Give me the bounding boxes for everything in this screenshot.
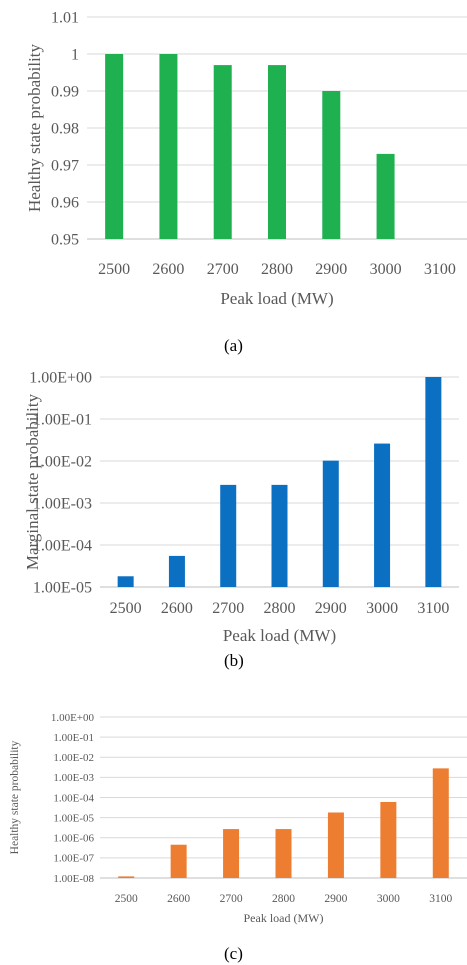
bar-2700: [213, 65, 232, 239]
bar-3100: [432, 768, 449, 878]
x-axis-title: Peak load (MW): [244, 911, 324, 925]
y-tick-label: 1.00E-01: [33, 412, 92, 429]
bar-2900: [322, 460, 339, 587]
y-tick-label: 0.98: [51, 121, 79, 138]
x-tick-label: 2500: [98, 261, 130, 278]
bar-2800: [271, 484, 288, 587]
x-tick-label: 2900: [315, 600, 347, 617]
bar-3100: [425, 377, 442, 587]
x-axis-title: Peak load (MW): [220, 289, 333, 308]
x-tick-label: 2700: [212, 600, 244, 617]
panel-label-a: (a): [224, 336, 243, 355]
bar-2900: [322, 91, 341, 239]
y-tick-label: 1.00E-03: [33, 496, 92, 513]
y-tick-label: 0.97: [51, 158, 79, 175]
y-tick-label: 1.01: [51, 10, 79, 27]
chart-a: 0.95 0.96 0.97 0.98 0.99 1 1.01 2500 2600 2700 280…: [25, 10, 467, 308]
x-tick-label: 2700: [207, 261, 239, 278]
x-tick-label: 3100: [429, 893, 452, 905]
y-tick-label: 1.00E-08: [53, 873, 94, 885]
x-tick-label: 2600: [161, 600, 193, 617]
y-tick-label: 1.00E-04: [53, 792, 94, 804]
y-tick-label: 1.00E-03: [53, 772, 94, 784]
bar-3000: [374, 443, 391, 587]
y-tick-label: 1.00E+00: [51, 712, 95, 724]
bar-2600: [170, 844, 187, 878]
x-tick-label: 2900: [324, 893, 347, 905]
x-tick-label: 2800: [264, 600, 296, 617]
bar-2500: [105, 54, 124, 239]
x-tick-label: 2800: [272, 893, 295, 905]
x-axis-title: Peak load (MW): [223, 626, 336, 645]
bar-3000: [380, 801, 397, 878]
bar-2700: [220, 484, 237, 587]
bar-2800: [275, 829, 292, 878]
x-tick-label: 3100: [424, 261, 456, 278]
bar-2900: [327, 812, 344, 878]
y-axis-title: Marginal state probability: [23, 393, 42, 570]
bar-2800: [268, 65, 286, 239]
panel-label-c: (c): [224, 944, 243, 963]
x-tick-label: 2600: [152, 261, 184, 278]
y-tick-label: 1.00E-01: [53, 732, 94, 744]
bar-3000: [376, 153, 395, 239]
y-tick-label: 1.00E-02: [33, 454, 92, 471]
y-axis-title: Healthy state probability: [25, 43, 44, 212]
y-tick-label: 1.00E-05: [33, 580, 92, 597]
bar-2600: [159, 54, 178, 239]
y-tick-label: 1.00E-07: [53, 853, 94, 865]
y-tick-label: 1: [71, 47, 79, 64]
x-tick-label: 3000: [366, 600, 398, 617]
panel-label-b: (b): [224, 651, 244, 670]
x-tick-label: 3100: [417, 600, 449, 617]
y-tick-label: 1.00E-05: [53, 812, 94, 824]
y-tick-label: 0.95: [51, 232, 79, 249]
y-tick-label: 1.00E+00: [29, 370, 92, 387]
chart-c: 1.00E-08 1.00E-07 1.00E-06 1.00E-05 1.00E-04…: [9, 712, 467, 925]
x-tick-label: 3000: [370, 261, 402, 278]
bar-2500: [118, 876, 135, 878]
x-tick-label: 2700: [220, 893, 243, 905]
x-tick-label: 2900: [315, 261, 347, 278]
y-tick-label: 1.00E-02: [53, 752, 94, 764]
y-tick-label: 0.99: [51, 84, 79, 101]
y-tick-label: 1.00E-06: [53, 833, 94, 845]
bar-2500: [117, 576, 134, 587]
y-axis-title: Healthy state probability: [9, 740, 21, 854]
x-tick-label: 3000: [377, 893, 400, 905]
x-tick-label: 2600: [167, 893, 190, 905]
y-tick-label: 0.96: [51, 195, 79, 212]
bar-2600: [168, 555, 185, 587]
x-tick-label: 2800: [261, 261, 293, 278]
x-tick-label: 2500: [115, 893, 138, 905]
x-tick-label: 2500: [110, 600, 142, 617]
y-tick-label: 1.00E-04: [33, 538, 92, 555]
bar-2700: [223, 829, 240, 878]
chart-b: 1.00E-05 1.00E-04 1.00E-03 1.00E-02 1.00E-01…: [23, 370, 459, 645]
